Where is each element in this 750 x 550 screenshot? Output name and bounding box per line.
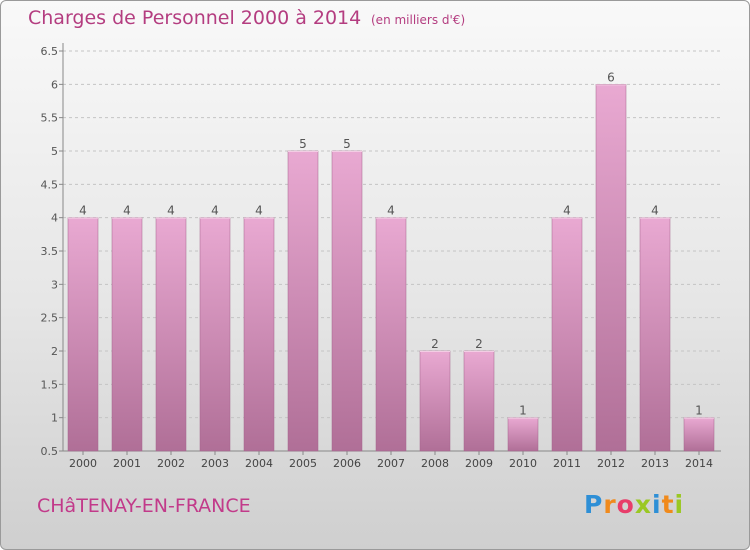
y-tick-label: 6 [51,78,58,91]
x-tick-label: 2006 [333,457,361,470]
bar [199,217,231,452]
y-tick-label: 3 [51,278,58,291]
bar [551,217,583,452]
logo-letter: i [674,490,685,519]
logo-letter: i [652,490,662,519]
bar [67,217,99,452]
data-label: 4 [387,204,395,218]
data-label: 4 [651,204,659,218]
bar [463,350,495,452]
y-tick-label: 6.5 [41,45,59,58]
x-tick-label: 2008 [421,457,449,470]
bar [639,217,671,452]
y-tick-label: 1 [51,412,58,425]
logo-letter: P [584,490,604,519]
y-tick-label: 5.5 [41,112,59,125]
y-tick-label: 4.5 [41,178,59,191]
y-tick-label: 4 [51,212,58,225]
data-label: 2 [475,337,483,351]
logo-letter: r [603,490,617,519]
data-label: 4 [255,204,263,218]
bars [67,84,715,452]
bar [507,417,539,452]
bar [419,350,451,452]
y-tick-label: 2 [51,345,58,358]
data-label: 2 [431,337,439,351]
chart-title: Charges de Personnel 2000 à 2014 [28,7,362,29]
y-tick-label: 1.5 [41,378,59,391]
labels: 0.5 1 1.5 2 2.5 3 3.5 4 4.5 5 5.5 6 6.5 4 2000 4 2001 4 20… [41,45,714,470]
logo-letter: x [634,490,652,519]
y-tick-label: 0.5 [41,445,59,458]
x-tick-label: 2003 [201,457,229,470]
y-tick-label: 5 [51,145,58,158]
bar [683,417,715,452]
data-label: 4 [79,204,87,218]
x-tick-label: 2009 [465,457,493,470]
x-tick-label: 2002 [157,457,185,470]
bar [111,217,143,452]
bar [595,84,627,452]
data-label: 5 [343,137,351,151]
bar [243,217,275,452]
data-label: 5 [299,137,307,151]
bar [155,217,187,452]
bar [375,217,407,452]
x-tick-label: 2004 [245,457,273,470]
x-tick-label: 2010 [509,457,537,470]
data-label: 1 [695,404,703,418]
data-label: 6 [607,70,615,84]
x-tick-label: 2007 [377,457,405,470]
logo-letter: o [616,490,635,519]
y-tick-label: 2.5 [41,312,59,325]
chart-subtitle: (en milliers d'€) [371,13,466,27]
data-label: 4 [167,204,175,218]
data-label: 1 [519,404,527,418]
y-tick-label: 3.5 [41,245,59,258]
x-tick-label: 2011 [553,457,581,470]
proxiti-logo[interactable]: Proxiti [584,490,684,519]
logo-letter: t [661,490,675,519]
city-name: CHâTENAY-EN-FRANCE [37,495,251,517]
data-label: 4 [563,204,571,218]
bar [287,150,319,452]
data-label: 4 [211,204,219,218]
x-tick-label: 2013 [641,457,669,470]
x-tick-label: 2005 [289,457,317,470]
data-label: 4 [123,204,131,218]
bar [331,150,363,452]
x-tick-label: 2012 [597,457,625,470]
x-tick-label: 2001 [113,457,141,470]
x-tick-label: 2000 [69,457,97,470]
x-tick-label: 2014 [685,457,713,470]
